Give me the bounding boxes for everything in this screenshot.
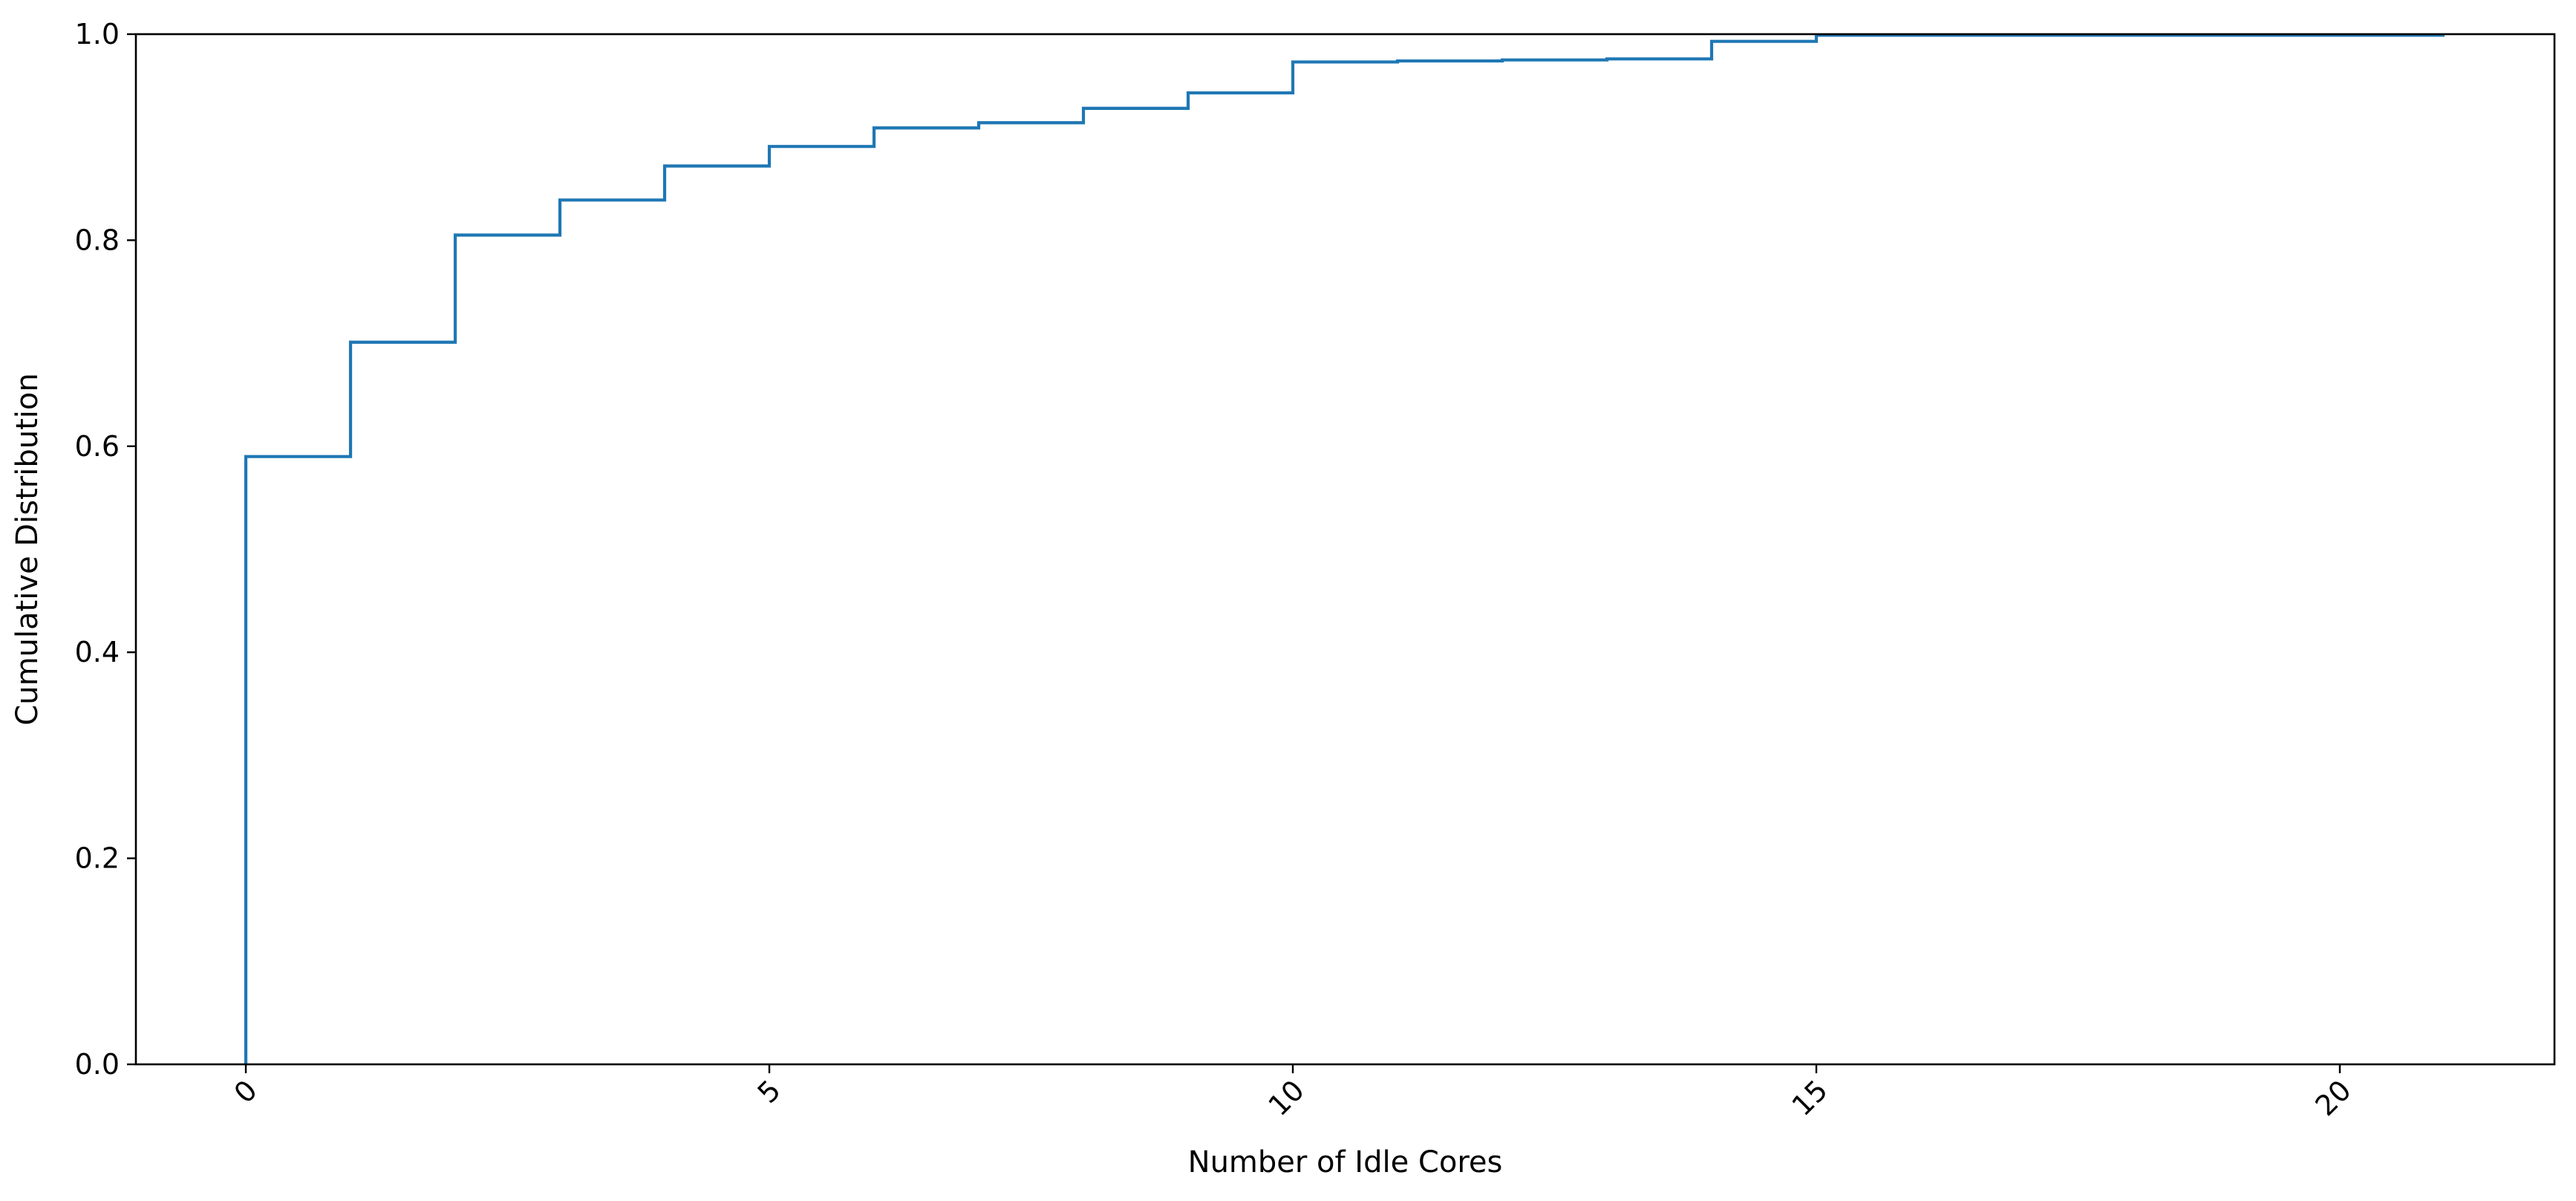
y-tick-label: 1.0 xyxy=(75,18,120,51)
series-layer xyxy=(244,33,2445,1064)
cdf-step-line xyxy=(244,33,2445,1064)
y-axis-ticks: 0.0 0.2 0.4 0.6 0.8 1.0 xyxy=(75,18,136,1081)
y-tick-label: 0.0 xyxy=(75,1048,120,1081)
y-tick-label: 0.6 xyxy=(75,430,120,463)
x-axis-label: Number of Idle Cores xyxy=(1188,1145,1503,1179)
y-tick-label: 0.2 xyxy=(75,842,120,875)
y-axis-label: Cumulative Distribution xyxy=(10,373,45,725)
y-tick-label: 0.4 xyxy=(75,636,120,668)
plot-frame xyxy=(134,33,2556,1066)
y-tick-label: 0.8 xyxy=(75,224,120,256)
